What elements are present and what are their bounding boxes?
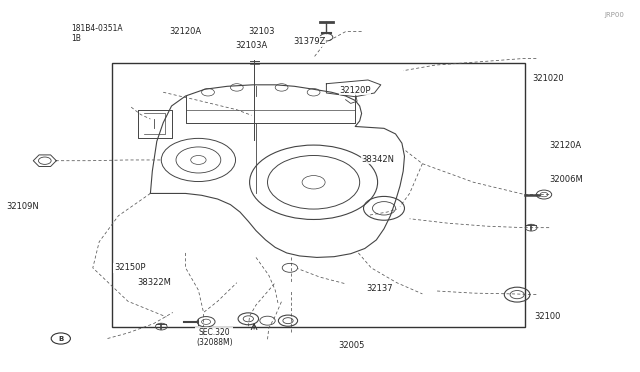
Text: 32137: 32137 <box>366 284 393 293</box>
Text: 32120A: 32120A <box>170 27 202 36</box>
Text: 32005: 32005 <box>338 341 364 350</box>
Text: 32150P: 32150P <box>114 263 145 272</box>
Text: B: B <box>58 336 63 341</box>
Text: 38342N: 38342N <box>362 155 395 164</box>
Text: 321020: 321020 <box>532 74 564 83</box>
Text: JRP00: JRP00 <box>604 12 624 18</box>
Text: 32100: 32100 <box>534 312 561 321</box>
Text: 32103: 32103 <box>248 27 275 36</box>
Text: 32120A: 32120A <box>549 141 581 150</box>
Text: 32109N: 32109N <box>6 202 39 211</box>
Text: 181B4-0351A
1B: 181B4-0351A 1B <box>72 24 124 43</box>
Text: 31379Z: 31379Z <box>293 37 326 46</box>
Bar <box>112 63 525 327</box>
Text: 32120P: 32120P <box>339 86 371 94</box>
Text: SEC.320
(32088M): SEC.320 (32088M) <box>196 328 233 347</box>
Text: 32103A: 32103A <box>236 41 268 50</box>
Text: 38322M: 38322M <box>138 278 172 287</box>
Text: 32006M: 32006M <box>549 175 583 184</box>
